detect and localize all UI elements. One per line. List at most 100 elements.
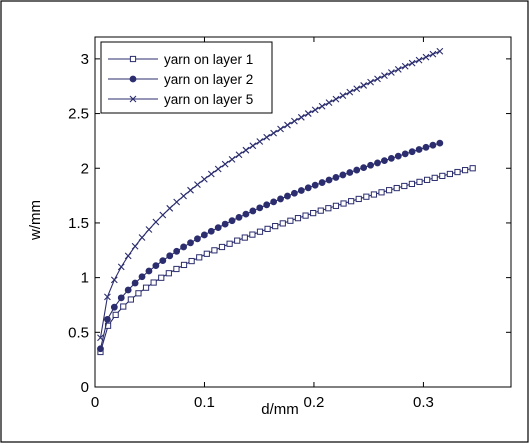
series-3-point (311, 106, 319, 114)
series-2-point (422, 143, 430, 151)
series-3-point (346, 88, 354, 96)
series-3-point (166, 204, 174, 212)
series-3-point (256, 138, 264, 145)
series-3-point (353, 85, 361, 93)
series-1-point (226, 240, 233, 247)
series-3-point (325, 99, 333, 107)
series-1-point (424, 176, 431, 183)
series-3-point (367, 78, 374, 86)
series-1-point (340, 200, 347, 207)
series-1-point (431, 174, 438, 181)
series-2-point (228, 217, 236, 225)
series-2-point (131, 279, 139, 287)
series-3-point (200, 175, 208, 183)
series-2-point (325, 176, 333, 184)
series-1-point (294, 215, 302, 222)
series-1-point (378, 189, 385, 196)
series-1-point (446, 170, 453, 178)
y-axis-label: w/mm (27, 200, 44, 241)
series-2-point (221, 220, 229, 228)
series-1 (97, 165, 476, 356)
series-3-point (387, 69, 395, 76)
legend-label: yarn on layer 2 (164, 72, 253, 87)
series-3-point (415, 56, 423, 64)
series-3-point (173, 198, 181, 206)
series-2-point (124, 286, 132, 294)
x-tick-label: 0.2 (304, 394, 325, 411)
series-2-point (270, 198, 278, 206)
series-3-point (180, 192, 187, 200)
series-2-point (194, 235, 201, 243)
series-2-point (381, 157, 388, 165)
series-3-point (194, 181, 201, 188)
legend-marker (129, 95, 137, 103)
y-tick-label: 3 (81, 51, 89, 68)
series-1-point (218, 243, 226, 251)
series-3-point (304, 110, 312, 117)
series-3-point (159, 211, 167, 219)
series-3-point (339, 92, 347, 99)
series-2-point (207, 227, 215, 235)
series-2-point (235, 213, 243, 221)
series-1-point (256, 228, 264, 235)
series-1-point (317, 207, 324, 214)
series-3-point (297, 113, 305, 121)
series-1-point (355, 195, 362, 203)
series-1-point (370, 191, 378, 198)
series-1-point (401, 182, 408, 190)
series-2-point (166, 252, 174, 260)
series-1-point (325, 205, 332, 212)
series-2-point (353, 166, 361, 174)
series-2-point (214, 224, 222, 232)
series-3-point (214, 165, 222, 173)
series-1-point (150, 279, 157, 286)
series-1-point (165, 270, 172, 277)
series-1-point (386, 187, 393, 194)
series-1-point (348, 198, 355, 205)
series-3-point (97, 334, 104, 342)
series-1-point (279, 220, 286, 227)
series-3-point (152, 218, 160, 226)
series-3-point (138, 234, 146, 241)
series-1-point (120, 303, 127, 310)
series-1-point (264, 225, 271, 232)
series-2-point (173, 247, 181, 255)
series-1-point (142, 284, 150, 291)
series-3-point (394, 65, 402, 73)
series-3-point (360, 82, 368, 89)
series-1-point (196, 254, 203, 261)
series-1-point (234, 237, 241, 244)
x-tick-label: 0.3 (413, 394, 434, 411)
series-3-point (284, 121, 291, 129)
series-2-point (297, 187, 305, 194)
series-2-point (360, 164, 368, 172)
series-1-point (469, 165, 476, 172)
series-2-point (374, 159, 381, 167)
tick-layer: 0 0.1 0.2 0.3 0 0.5 1 1.5 2 2.5 3 (68, 37, 511, 411)
series-1-point (302, 212, 309, 219)
series-1-point (135, 290, 142, 297)
series-3-point (249, 142, 257, 150)
series-3-point (263, 133, 271, 141)
series-3-point (436, 47, 444, 55)
series-3-point (131, 242, 139, 250)
series-3-point (145, 226, 153, 233)
series-3-point (187, 186, 194, 194)
series-1-point (439, 172, 446, 180)
series-2-point (97, 345, 104, 353)
series-2-point (249, 207, 257, 215)
series-1-point (112, 311, 119, 318)
series-2-point (103, 315, 111, 323)
series-2-point (394, 152, 402, 160)
series-2-point (408, 148, 416, 156)
series-3-point (221, 160, 229, 168)
series-3-point (291, 117, 298, 125)
series-3-point (104, 293, 111, 301)
y-tick-label: 1.5 (68, 215, 89, 232)
series-2-point (256, 204, 264, 212)
series-1-point (310, 209, 317, 217)
series-2-point (290, 189, 298, 197)
legend-entry-3: yarn on layer 5 (108, 92, 253, 107)
y-tick-label: 2.5 (68, 106, 89, 123)
